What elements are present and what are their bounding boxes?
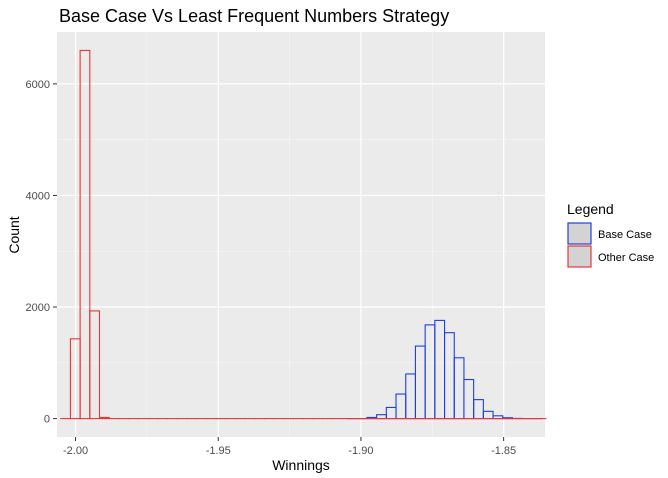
chart-title: Base Case Vs Least Frequent Numbers Stra…: [59, 6, 449, 26]
legend-label-base-case: Base Case: [598, 229, 652, 241]
plot-panel: [57, 32, 545, 437]
other-case-bar: [98, 416, 110, 420]
other-case-bar: [89, 310, 101, 420]
x-axis-title: Winnings: [272, 457, 330, 473]
y-tick-label: 2000: [26, 302, 50, 314]
y-tick-label: 6000: [26, 79, 50, 91]
y-axis-title: Count: [6, 216, 22, 253]
other-case-bar: [79, 49, 91, 420]
x-tick-label: -2.00: [63, 445, 88, 457]
x-tick-label: -1.85: [491, 445, 516, 457]
x-axis-ticks: -2.00 -1.95 -1.90 -1.85: [63, 437, 516, 457]
legend-key-other-case: [567, 245, 592, 268]
legend-key-base-case: [567, 222, 592, 245]
y-axis-ticks: 0 2000 4000 6000: [26, 79, 57, 426]
y-tick-label: 0: [44, 414, 50, 426]
minor-gridlines: [57, 32, 545, 437]
x-tick-label: -1.90: [348, 445, 373, 457]
legend-label-other-case: Other Case: [598, 252, 654, 264]
other-case-bars: [60, 49, 547, 420]
y-tick-label: 4000: [26, 190, 50, 202]
legend: Legend Base Case Other Case: [567, 201, 654, 268]
legend-title: Legend: [567, 201, 614, 217]
x-tick-label: -1.95: [206, 445, 231, 457]
